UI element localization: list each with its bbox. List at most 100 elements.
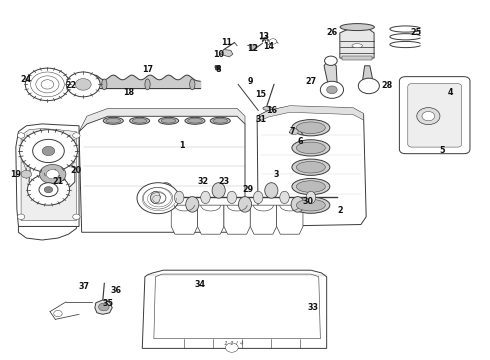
Ellipse shape [296, 122, 325, 134]
FancyBboxPatch shape [399, 77, 470, 154]
Circle shape [98, 303, 109, 311]
Ellipse shape [159, 117, 179, 124]
Ellipse shape [102, 79, 107, 90]
Text: 26: 26 [326, 28, 338, 37]
Text: 1: 1 [179, 141, 185, 150]
Text: 1 1 l 4: 1 1 l 4 [223, 341, 243, 346]
Circle shape [27, 174, 70, 205]
Text: 35: 35 [102, 300, 114, 309]
Text: 24: 24 [21, 75, 32, 84]
Ellipse shape [296, 199, 325, 211]
Ellipse shape [201, 191, 210, 204]
Ellipse shape [106, 118, 121, 123]
Ellipse shape [296, 161, 325, 173]
Text: 22: 22 [66, 81, 77, 90]
Polygon shape [363, 66, 373, 84]
Polygon shape [95, 300, 112, 314]
Ellipse shape [253, 191, 263, 204]
Ellipse shape [306, 191, 316, 204]
Ellipse shape [186, 197, 199, 212]
Ellipse shape [103, 117, 123, 124]
Ellipse shape [292, 159, 330, 175]
FancyBboxPatch shape [408, 84, 462, 147]
Ellipse shape [292, 140, 330, 156]
Text: 18: 18 [123, 89, 135, 98]
Ellipse shape [161, 118, 176, 123]
Polygon shape [29, 161, 75, 189]
Text: 23: 23 [219, 177, 229, 186]
Text: 31: 31 [255, 116, 266, 125]
Ellipse shape [263, 107, 272, 110]
Text: 19: 19 [10, 170, 21, 179]
Text: 12: 12 [247, 44, 258, 53]
Text: 17: 17 [142, 65, 153, 74]
Text: 8: 8 [216, 65, 221, 74]
Ellipse shape [130, 117, 149, 124]
Polygon shape [250, 205, 277, 234]
Text: 11: 11 [221, 38, 232, 47]
Circle shape [73, 214, 80, 220]
Polygon shape [343, 56, 372, 60]
Circle shape [249, 45, 257, 50]
Text: 29: 29 [242, 185, 253, 194]
Text: 15: 15 [255, 90, 266, 99]
Circle shape [225, 343, 238, 352]
Circle shape [21, 170, 32, 178]
Polygon shape [142, 270, 327, 348]
Ellipse shape [188, 118, 202, 123]
Text: 25: 25 [411, 28, 422, 37]
Ellipse shape [159, 183, 172, 198]
Polygon shape [340, 27, 374, 58]
Ellipse shape [190, 79, 195, 90]
Ellipse shape [132, 118, 147, 123]
Circle shape [137, 183, 179, 214]
Ellipse shape [352, 44, 363, 48]
Circle shape [422, 112, 435, 121]
Polygon shape [277, 205, 303, 234]
Text: 27: 27 [305, 77, 317, 86]
Circle shape [54, 310, 62, 317]
Circle shape [44, 186, 53, 193]
Text: 28: 28 [382, 81, 393, 90]
Ellipse shape [227, 191, 237, 204]
Text: 20: 20 [71, 166, 82, 175]
Polygon shape [79, 108, 245, 132]
Circle shape [358, 78, 379, 94]
Ellipse shape [296, 142, 325, 154]
Ellipse shape [265, 183, 278, 198]
Ellipse shape [210, 117, 230, 124]
Ellipse shape [340, 24, 374, 31]
Circle shape [290, 129, 298, 135]
Text: 21: 21 [52, 177, 64, 186]
Circle shape [417, 108, 440, 125]
Text: 30: 30 [303, 197, 314, 206]
Ellipse shape [213, 118, 228, 123]
Ellipse shape [239, 197, 251, 212]
Polygon shape [257, 106, 364, 122]
Circle shape [42, 146, 55, 156]
Circle shape [327, 86, 337, 94]
Circle shape [320, 81, 343, 98]
Ellipse shape [151, 191, 160, 204]
Text: 14: 14 [263, 42, 274, 51]
Polygon shape [16, 124, 79, 226]
Ellipse shape [292, 179, 330, 195]
Circle shape [47, 170, 59, 179]
Circle shape [75, 78, 91, 90]
Polygon shape [79, 116, 245, 232]
Text: 3: 3 [274, 170, 279, 179]
Polygon shape [257, 107, 366, 226]
Text: 32: 32 [197, 177, 208, 186]
Ellipse shape [174, 191, 184, 204]
Ellipse shape [296, 181, 325, 192]
Ellipse shape [291, 197, 304, 212]
Text: 36: 36 [110, 286, 122, 295]
Ellipse shape [292, 120, 330, 136]
Text: 13: 13 [258, 32, 269, 41]
Circle shape [17, 214, 25, 220]
Ellipse shape [185, 117, 205, 124]
Polygon shape [197, 205, 224, 234]
Polygon shape [21, 129, 76, 221]
Text: 33: 33 [308, 303, 319, 312]
Ellipse shape [280, 191, 289, 204]
